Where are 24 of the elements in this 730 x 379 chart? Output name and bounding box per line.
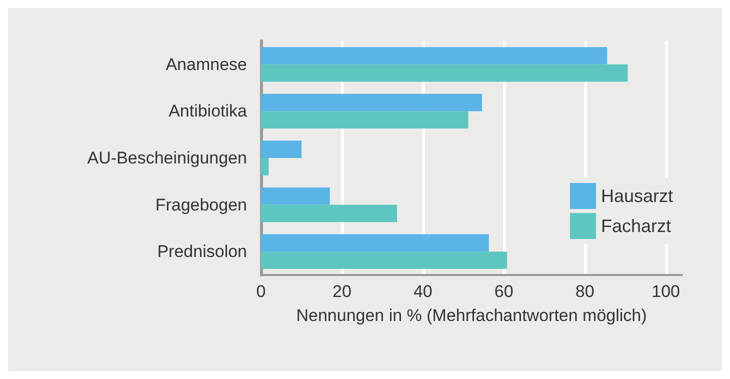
y-tick-label: AU-Bescheinigungen — [87, 148, 247, 168]
bar — [261, 94, 482, 112]
y-tick-label: Antibiotika — [168, 102, 248, 121]
bar — [261, 140, 302, 158]
bar — [261, 47, 608, 64]
bar — [261, 111, 468, 129]
x-tick-label: 0 — [256, 282, 266, 301]
x-axis-title: Nennungen in % (Mehrfachantworten möglich) — [296, 306, 647, 325]
y-tick-label: Fragebogen — [155, 195, 247, 214]
bar — [261, 234, 489, 252]
x-tick-label: 60 — [494, 282, 514, 301]
x-tick-label: 100 — [652, 282, 680, 301]
bar — [261, 64, 628, 82]
bar — [261, 158, 269, 176]
x-tick-label: 80 — [575, 282, 594, 301]
y-tick-label: Anamnese — [166, 54, 247, 74]
bar — [261, 252, 508, 269]
bar — [261, 204, 398, 222]
x-tick-label: 40 — [413, 282, 432, 301]
y-tick-label: Prednisolon — [157, 242, 247, 262]
x-tick-label: 20 — [332, 282, 352, 301]
bar — [261, 187, 330, 205]
legend-label: Hausarzt — [600, 186, 674, 206]
legend-label: Facharzt — [600, 216, 672, 236]
